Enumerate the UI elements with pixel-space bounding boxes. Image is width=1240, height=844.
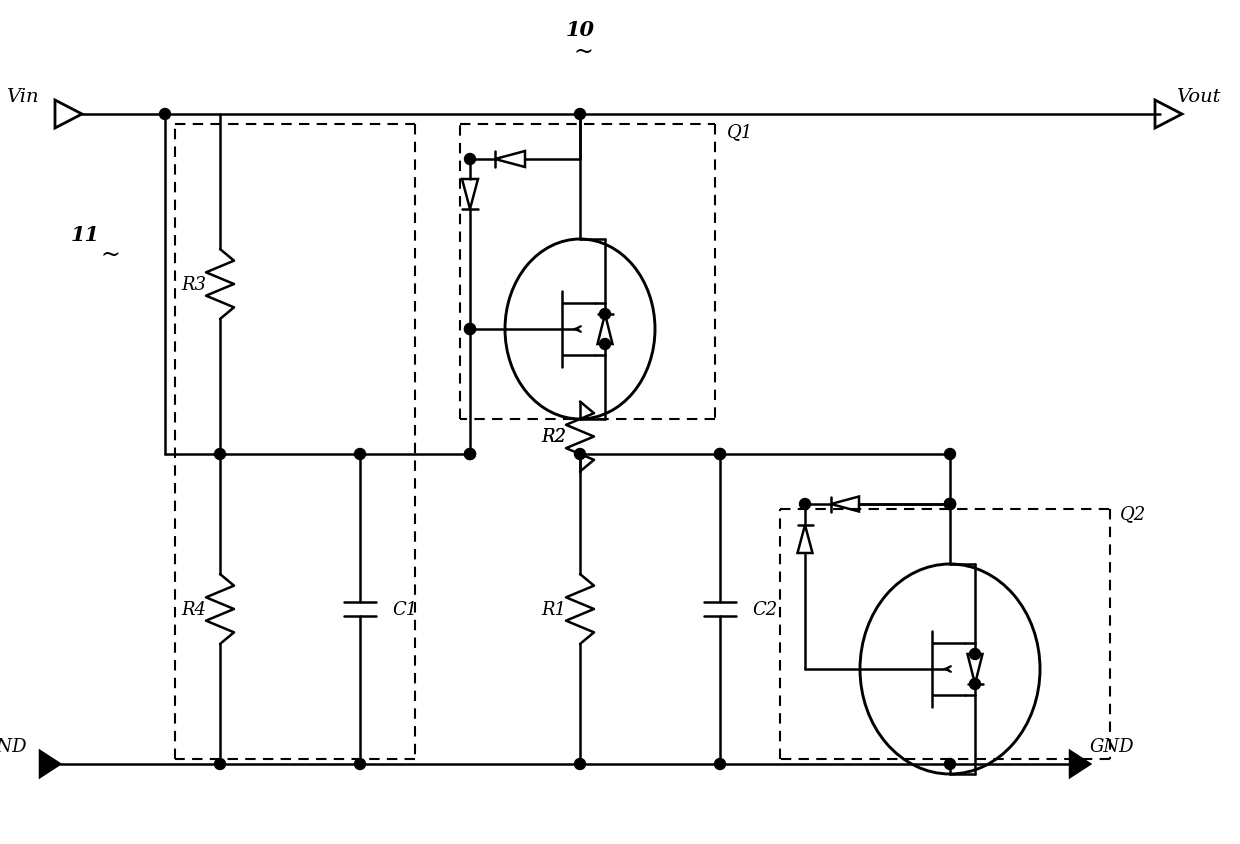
Text: R2: R2 xyxy=(542,428,567,446)
Circle shape xyxy=(465,154,475,165)
Circle shape xyxy=(574,110,585,121)
Circle shape xyxy=(970,649,981,660)
Circle shape xyxy=(945,759,956,770)
Circle shape xyxy=(465,449,475,460)
Text: Vout: Vout xyxy=(1176,88,1220,106)
Circle shape xyxy=(945,499,956,510)
Circle shape xyxy=(714,759,725,770)
Circle shape xyxy=(355,759,366,770)
Circle shape xyxy=(945,499,956,510)
Text: R4: R4 xyxy=(181,600,207,619)
Circle shape xyxy=(465,324,475,335)
Circle shape xyxy=(945,499,956,510)
Polygon shape xyxy=(40,751,60,777)
Circle shape xyxy=(945,449,956,460)
Text: GND: GND xyxy=(0,737,27,755)
Text: R1: R1 xyxy=(542,600,567,619)
Text: ~: ~ xyxy=(100,243,120,266)
Circle shape xyxy=(574,449,585,460)
Circle shape xyxy=(355,449,366,460)
Text: GND: GND xyxy=(1090,737,1135,755)
Text: Q1: Q1 xyxy=(727,123,753,141)
Text: C1: C1 xyxy=(392,600,417,619)
Circle shape xyxy=(465,324,475,335)
Text: C2: C2 xyxy=(751,600,777,619)
Circle shape xyxy=(800,499,811,510)
Text: Vin: Vin xyxy=(6,88,38,106)
Circle shape xyxy=(970,679,981,690)
Circle shape xyxy=(714,449,725,460)
Text: ~: ~ xyxy=(573,41,593,63)
Text: 10: 10 xyxy=(565,20,594,40)
Circle shape xyxy=(574,759,585,770)
Circle shape xyxy=(160,110,171,121)
Circle shape xyxy=(599,309,610,320)
Text: 11: 11 xyxy=(71,225,99,245)
Polygon shape xyxy=(1070,751,1090,777)
Text: R2: R2 xyxy=(542,428,567,446)
Circle shape xyxy=(465,449,475,460)
Text: R3: R3 xyxy=(181,276,207,294)
Circle shape xyxy=(599,339,610,350)
Circle shape xyxy=(714,449,725,460)
Circle shape xyxy=(215,449,226,460)
Text: Q2: Q2 xyxy=(1120,505,1146,522)
Circle shape xyxy=(215,759,226,770)
